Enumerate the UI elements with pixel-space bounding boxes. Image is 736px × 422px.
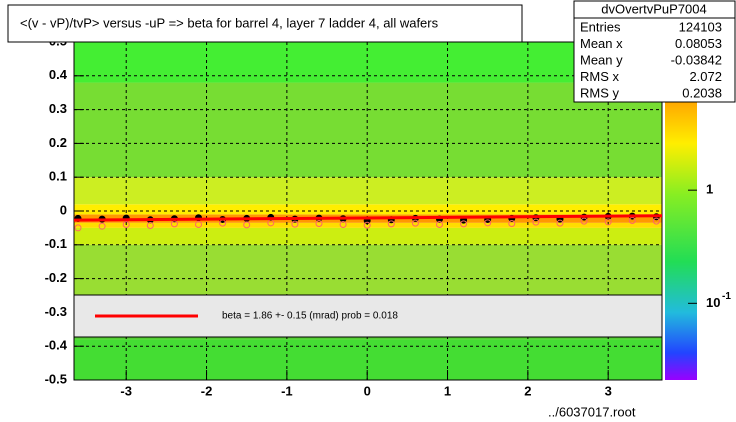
fit-legend-label: beta = 1.86 +- 0.15 (mrad) prob = 0.018 — [222, 311, 398, 322]
profile-point — [146, 222, 154, 230]
profile-point — [460, 220, 468, 228]
profile-point — [628, 216, 636, 224]
y-tick-label: -0.4 — [45, 338, 68, 353]
stats-value: 2.072 — [689, 69, 722, 84]
stats-label: RMS y — [580, 85, 620, 100]
stats-value: 0.08053 — [675, 36, 722, 51]
stats-value: 0.2038 — [682, 85, 722, 100]
profile-point — [387, 220, 395, 228]
profile-point — [411, 219, 419, 227]
title-box — [7, 4, 523, 43]
stats-value: 124103 — [679, 19, 722, 34]
x-tick-label: -3 — [120, 383, 132, 398]
fit-line — [73, 214, 663, 222]
profile-point — [435, 221, 443, 229]
profile-point — [74, 224, 82, 232]
profile-point — [195, 221, 203, 229]
profile-point — [604, 218, 612, 226]
x-tick-label: 2 — [524, 383, 531, 398]
footer: ../6037017.root — [548, 404, 636, 419]
density-band — [74, 339, 662, 380]
stats-label: Mean x — [580, 36, 623, 51]
y-tick-label: -0.1 — [45, 236, 67, 251]
density-band — [74, 222, 662, 228]
y-tick-label: 0.3 — [49, 101, 67, 116]
profile-point — [243, 221, 251, 229]
profile-point — [652, 217, 660, 225]
stats-label: Entries — [580, 19, 621, 34]
profile-point — [580, 217, 588, 225]
y-tick-label: -0.3 — [45, 304, 67, 319]
x-tick-label: 3 — [605, 383, 612, 398]
y-tick-label: 0 — [60, 202, 67, 217]
x-tick-label: 0 — [364, 383, 371, 398]
profile-point — [556, 219, 564, 227]
stats-name: dvOvertvPuP7004 — [601, 1, 707, 16]
y-tick-label: 0.1 — [49, 169, 67, 184]
profile-point — [508, 220, 516, 228]
z-tick-exponent: -1 — [722, 291, 731, 302]
density-band — [74, 82, 662, 178]
density-band — [74, 227, 662, 245]
z-tick-label: 10 — [706, 295, 720, 310]
y-tick-label: 0.4 — [49, 67, 68, 82]
stats-label: RMS x — [580, 69, 620, 84]
x-tick-label: -1 — [281, 383, 293, 398]
chart-title: <(v - vP)/tvP> versus -uP => beta for ba… — [20, 15, 439, 30]
profile-point — [315, 220, 323, 228]
x-tick-label: -2 — [201, 383, 213, 398]
stats-value: -0.03842 — [671, 52, 722, 67]
stats-label: Mean y — [580, 52, 623, 67]
profile-point — [363, 221, 371, 229]
z-tick-label: 1 — [706, 182, 713, 197]
profile-point — [484, 219, 492, 227]
profile-point — [339, 221, 347, 229]
density-band — [74, 204, 662, 215]
density-band — [74, 244, 662, 296]
profile-point — [98, 222, 106, 230]
profile-point — [122, 221, 130, 229]
profile-point — [291, 220, 299, 228]
y-tick-label: -0.5 — [45, 371, 67, 386]
x-tick-label: 1 — [444, 383, 451, 398]
y-tick-label: -0.2 — [45, 270, 67, 285]
density-band — [74, 177, 662, 205]
y-tick-label: 0.2 — [49, 135, 67, 150]
profile-point — [532, 218, 540, 226]
